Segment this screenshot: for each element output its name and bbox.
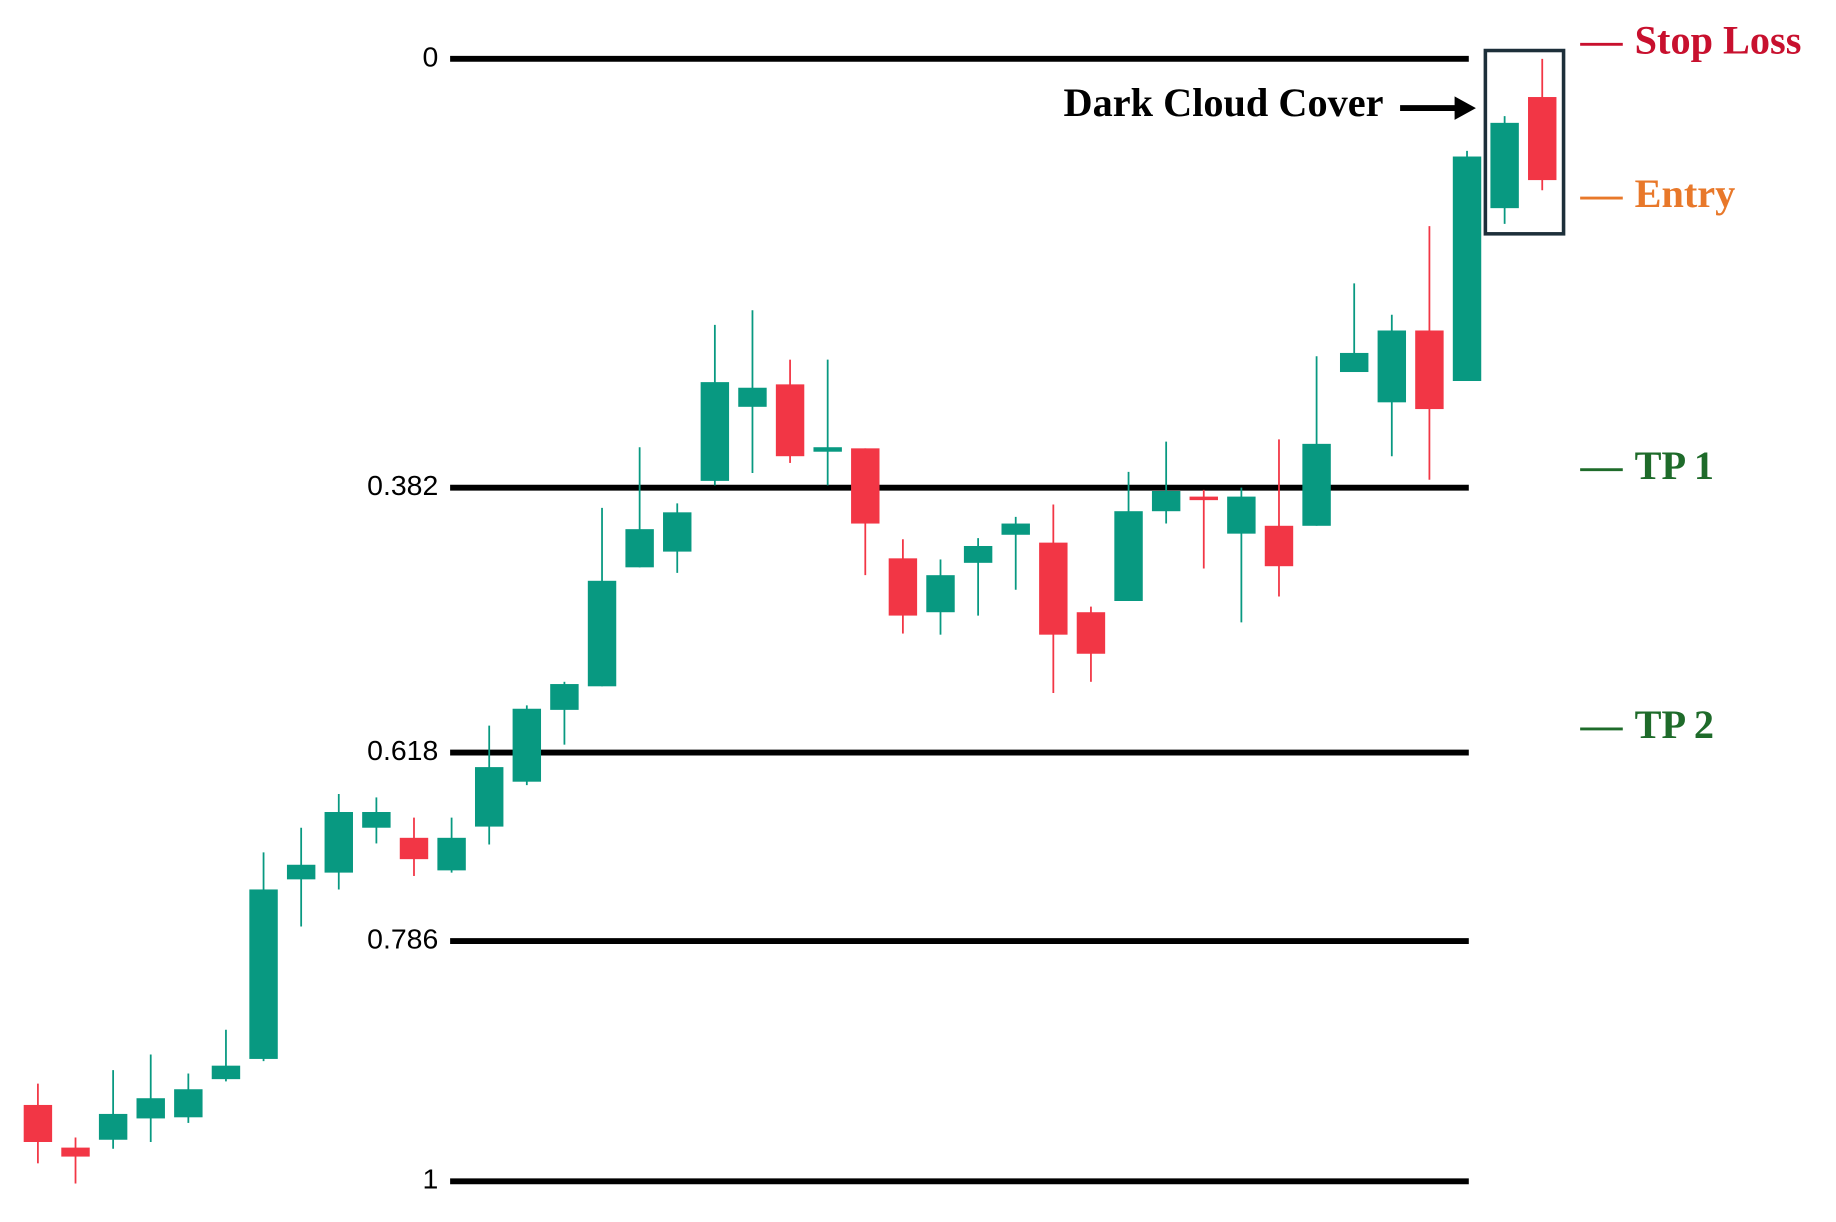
candle-body xyxy=(1528,97,1557,181)
candle-body xyxy=(1452,156,1482,382)
candle-body xyxy=(362,812,391,828)
candle-body xyxy=(1377,330,1407,403)
candle-body xyxy=(851,448,880,524)
candle-body xyxy=(437,837,466,871)
candle-body xyxy=(963,545,993,563)
y-tick-label: 0.618 xyxy=(367,734,438,766)
candle-body xyxy=(926,575,955,613)
candle-body xyxy=(625,529,654,568)
pattern-label: Dark Cloud Cover xyxy=(1064,80,1384,125)
candle-body xyxy=(98,1113,128,1140)
y-tick-label: 0 xyxy=(422,40,438,72)
candle-body xyxy=(1114,511,1143,601)
candle-body xyxy=(474,767,504,827)
candle-body xyxy=(174,1089,203,1118)
candle-body xyxy=(286,864,316,880)
candle-body xyxy=(775,384,805,457)
candle-body xyxy=(324,812,353,873)
candle-body xyxy=(1151,490,1181,512)
candle-body xyxy=(1302,443,1331,526)
level-label: TP 2 xyxy=(1635,702,1714,747)
candle-body xyxy=(813,447,842,452)
candle-body xyxy=(1076,612,1106,654)
candle-body xyxy=(1415,330,1444,410)
candle-body xyxy=(136,1098,165,1119)
pattern-arrowhead xyxy=(1454,96,1476,120)
candle-body xyxy=(1001,523,1030,535)
candle-body xyxy=(700,382,730,481)
candle-body xyxy=(249,889,278,1059)
candle-body xyxy=(512,708,542,782)
candle-body xyxy=(1490,122,1519,209)
candle-body xyxy=(1339,352,1369,373)
candle-body xyxy=(1039,542,1068,635)
level-label: Stop Loss xyxy=(1635,18,1802,63)
candle-body xyxy=(587,580,617,687)
level-label: Entry xyxy=(1635,171,1736,216)
y-tick-label: 0.786 xyxy=(367,923,438,955)
candle-body xyxy=(888,558,918,616)
candle-body xyxy=(211,1065,241,1080)
candle-body xyxy=(23,1104,53,1142)
candle-body xyxy=(1189,496,1218,501)
pattern-box xyxy=(1483,48,1566,236)
candle-body xyxy=(550,684,579,710)
y-tick-label: 0.382 xyxy=(367,469,438,501)
candle-body xyxy=(399,837,429,860)
candle-body xyxy=(663,512,692,552)
level-label: TP 1 xyxy=(1635,443,1714,488)
candle-body xyxy=(61,1147,90,1157)
candle-body xyxy=(1227,496,1256,534)
candle-body xyxy=(738,387,767,407)
y-tick-label: 1 xyxy=(422,1163,438,1195)
candle-body xyxy=(1264,525,1294,567)
